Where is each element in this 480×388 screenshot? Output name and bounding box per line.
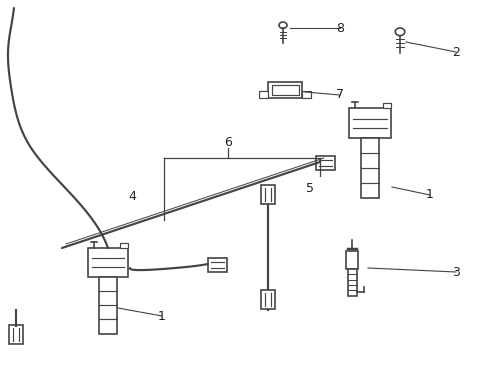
Text: 3: 3 <box>452 265 460 279</box>
Text: 1: 1 <box>158 310 166 322</box>
Text: 5: 5 <box>306 182 314 194</box>
Bar <box>9 325 23 344</box>
Bar <box>361 138 379 198</box>
Text: 7: 7 <box>336 88 344 102</box>
Text: 1: 1 <box>426 189 434 201</box>
Bar <box>259 91 268 98</box>
Text: 6: 6 <box>224 135 232 149</box>
Bar <box>272 85 299 95</box>
Bar <box>268 82 302 98</box>
Bar <box>261 290 275 309</box>
Bar <box>99 277 117 334</box>
Text: 8: 8 <box>336 21 344 35</box>
Ellipse shape <box>279 22 287 28</box>
Bar <box>208 258 227 272</box>
Bar <box>349 108 391 138</box>
Text: 4: 4 <box>128 189 136 203</box>
Bar <box>302 91 311 98</box>
Bar <box>383 103 391 108</box>
Bar <box>88 248 128 277</box>
Ellipse shape <box>395 28 405 36</box>
Bar <box>346 251 358 269</box>
Bar <box>120 243 128 248</box>
Bar <box>316 156 335 170</box>
Text: 2: 2 <box>452 45 460 59</box>
Bar <box>261 185 275 204</box>
Bar <box>348 269 357 296</box>
